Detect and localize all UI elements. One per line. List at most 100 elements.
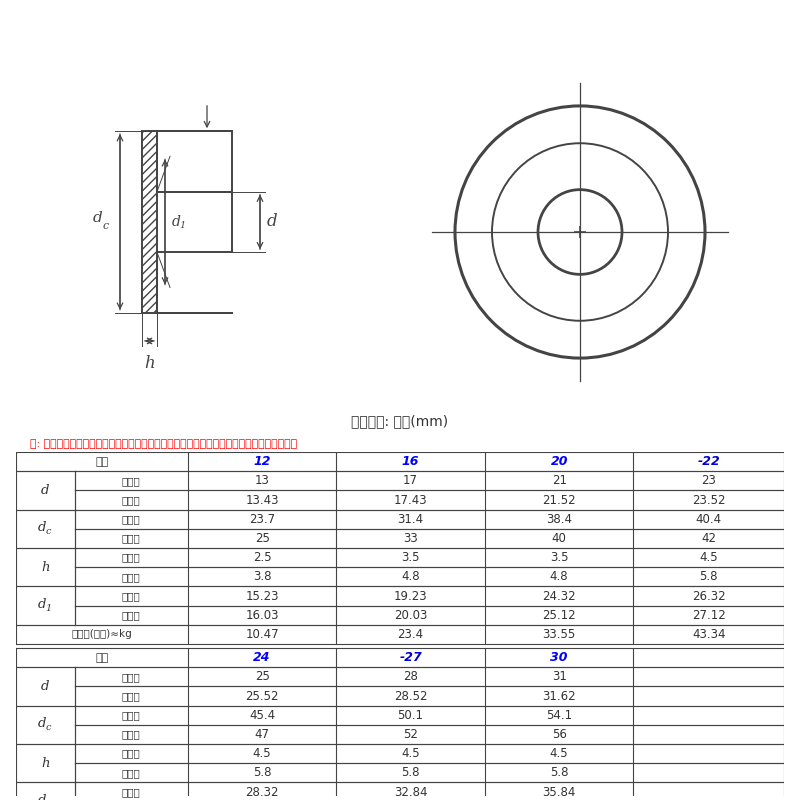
Text: 17.43: 17.43	[394, 494, 427, 506]
Text: 规格: 规格	[95, 457, 109, 466]
Text: 16: 16	[402, 455, 419, 468]
Text: d: d	[267, 214, 278, 230]
Text: 43.34: 43.34	[692, 628, 726, 641]
Text: 10.47: 10.47	[246, 628, 279, 641]
Bar	[157, 131, 232, 192]
Text: 40.4: 40.4	[696, 513, 722, 526]
Text: 24.32: 24.32	[542, 590, 576, 602]
Text: 注: 以下数据均为单批手工测量结果存在正负公差，具体数据请以实物为准，介着者值拍！！: 注: 以下数据均为单批手工测量结果存在正负公差，具体数据请以实物为准，介着者值拍…	[30, 439, 297, 449]
Text: 31.4: 31.4	[398, 513, 424, 526]
Text: 28.52: 28.52	[394, 690, 427, 702]
Text: 31.62: 31.62	[542, 690, 576, 702]
Text: d: d	[38, 598, 46, 611]
Text: 1: 1	[46, 604, 51, 613]
Text: 5.8: 5.8	[253, 766, 271, 779]
Text: 17: 17	[403, 474, 418, 487]
Text: 5.8: 5.8	[402, 766, 420, 779]
Text: 尺寸单位: 毫米(mm): 尺寸单位: 毫米(mm)	[351, 414, 449, 429]
Text: 19.23: 19.23	[394, 590, 427, 602]
Text: 40: 40	[552, 532, 566, 545]
Text: 2.5: 2.5	[253, 551, 271, 564]
Text: 21.52: 21.52	[542, 494, 576, 506]
Text: 最大値: 最大値	[122, 534, 141, 543]
Text: 最小値: 最小値	[122, 749, 141, 758]
Text: 3.8: 3.8	[253, 570, 271, 583]
Text: 21: 21	[552, 474, 566, 487]
Text: 最大値: 最大値	[122, 691, 141, 701]
Text: 50.1: 50.1	[398, 709, 424, 722]
Text: h: h	[144, 355, 155, 372]
Text: 千件重(锂制)≈kg: 千件重(锂制)≈kg	[71, 630, 132, 639]
Text: 25: 25	[254, 670, 270, 683]
Text: 20: 20	[550, 455, 568, 468]
Text: 33: 33	[403, 532, 418, 545]
Text: h: h	[41, 757, 50, 770]
Text: d: d	[38, 718, 46, 730]
Text: 32.84: 32.84	[394, 786, 427, 798]
Text: 3.5: 3.5	[550, 551, 569, 564]
Text: 4.5: 4.5	[253, 747, 271, 760]
Text: 最大値: 最大値	[122, 730, 141, 739]
Text: 25.12: 25.12	[542, 609, 576, 622]
Text: 最小値: 最小値	[122, 514, 141, 524]
Text: 最大値: 最大値	[122, 495, 141, 505]
Text: 5.8: 5.8	[699, 570, 718, 583]
Text: 最小値: 最小値	[122, 710, 141, 720]
Text: 23: 23	[702, 474, 716, 487]
Text: 最大値: 最大値	[122, 572, 141, 582]
Text: 25.52: 25.52	[246, 690, 279, 702]
Text: 4.8: 4.8	[550, 570, 569, 583]
Text: 15.23: 15.23	[246, 590, 279, 602]
Text: -27: -27	[399, 651, 422, 664]
Text: d: d	[93, 211, 103, 225]
Text: 38.4: 38.4	[546, 513, 572, 526]
Text: 3.5: 3.5	[402, 551, 420, 564]
Text: 52: 52	[403, 728, 418, 741]
Text: 4.8: 4.8	[402, 570, 420, 583]
Text: 33.55: 33.55	[542, 628, 576, 641]
Text: 最小値: 最小値	[122, 476, 141, 486]
Text: d: d	[41, 484, 50, 497]
Text: c: c	[46, 723, 51, 732]
Text: 23.7: 23.7	[249, 513, 275, 526]
Text: 规格: 规格	[95, 653, 109, 662]
Text: d: d	[41, 680, 50, 693]
Text: 4.5: 4.5	[550, 747, 569, 760]
Text: 56: 56	[552, 728, 566, 741]
Text: d: d	[38, 522, 46, 534]
Text: 31: 31	[552, 670, 566, 683]
Text: -22: -22	[698, 455, 720, 468]
Text: 35.84: 35.84	[542, 786, 576, 798]
Text: c: c	[103, 221, 109, 231]
Text: 最大値: 最大値	[122, 610, 141, 620]
Text: 13.43: 13.43	[246, 494, 279, 506]
Text: 28: 28	[403, 670, 418, 683]
Text: 27.12: 27.12	[692, 609, 726, 622]
Text: 20.03: 20.03	[394, 609, 427, 622]
Text: 45.4: 45.4	[249, 709, 275, 722]
Text: 最小値: 最小値	[122, 553, 141, 562]
Text: 1: 1	[179, 222, 186, 230]
Bar	[142, 131, 157, 313]
Text: 42: 42	[702, 532, 716, 545]
Text: 28.32: 28.32	[246, 786, 279, 798]
Text: d: d	[38, 794, 46, 800]
Text: 最小値: 最小値	[122, 672, 141, 682]
Text: 最小値: 最小値	[122, 787, 141, 797]
Text: 23.52: 23.52	[692, 494, 726, 506]
Text: 23.4: 23.4	[398, 628, 424, 641]
Text: 4.5: 4.5	[402, 747, 420, 760]
Text: h: h	[41, 561, 50, 574]
Text: 54.1: 54.1	[546, 709, 572, 722]
Text: c: c	[46, 527, 51, 536]
Text: d: d	[172, 215, 181, 229]
Text: 最小値: 最小値	[122, 591, 141, 601]
Text: 最大値: 最大値	[122, 768, 141, 778]
Text: 30: 30	[550, 651, 568, 664]
Text: 47: 47	[254, 728, 270, 741]
Text: 24: 24	[254, 651, 271, 664]
Text: 16.03: 16.03	[246, 609, 279, 622]
Text: 26.32: 26.32	[692, 590, 726, 602]
Text: 13: 13	[254, 474, 270, 487]
Text: 4.5: 4.5	[699, 551, 718, 564]
